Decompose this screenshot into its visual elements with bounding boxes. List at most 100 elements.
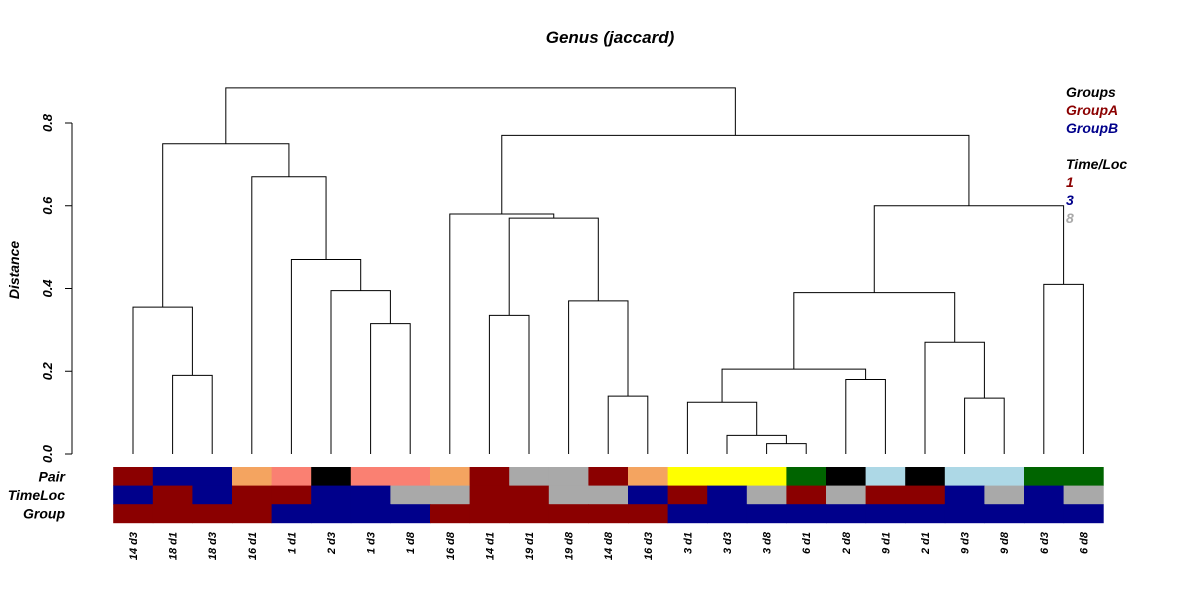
color-bar-cell xyxy=(865,485,906,505)
color-bar-cell xyxy=(232,485,273,505)
y-tick-label: 0.6 xyxy=(40,196,55,215)
color-bar-cell xyxy=(944,504,985,524)
legend-item: 3 xyxy=(1066,192,1074,208)
dendrogram-branch xyxy=(508,217,599,316)
dendrogram-branch xyxy=(162,143,290,308)
leaf-label: 14 d8 xyxy=(603,531,615,560)
chart-title: Genus (jaccard) xyxy=(546,28,675,47)
color-bar-cell xyxy=(588,504,629,524)
color-bar-cell xyxy=(984,467,1025,486)
leaf-label: 18 d1 xyxy=(168,532,180,560)
color-bar-cell xyxy=(430,467,471,486)
color-bar-cell xyxy=(350,485,391,505)
color-bar-cell xyxy=(430,504,471,524)
color-bar-cell xyxy=(588,485,629,505)
dendrogram-branch xyxy=(793,292,956,370)
color-bar-cell xyxy=(152,504,193,524)
leaf-label: 18 d3 xyxy=(207,532,219,560)
color-bar-cell xyxy=(390,485,431,505)
color-bar-cell xyxy=(1063,467,1104,486)
leaf-label: 1 d8 xyxy=(405,531,417,554)
color-bar-cell xyxy=(905,504,946,524)
dendrogram-branch xyxy=(370,323,411,454)
y-tick-label: 0.4 xyxy=(40,279,55,298)
y-tick-label: 0.2 xyxy=(40,361,55,380)
dendrogram-branch xyxy=(726,434,787,454)
dendrogram-branch xyxy=(766,443,807,454)
leaf-label: 3 d1 xyxy=(682,532,694,554)
dendrogram-branch xyxy=(873,205,1065,293)
color-bar-cell xyxy=(390,504,431,524)
color-bars: Pair TimeLoc Group xyxy=(8,467,1104,524)
dendrogram-branch xyxy=(172,374,213,454)
dendrogram-branch xyxy=(1043,283,1084,454)
leaf-label: 9 d3 xyxy=(960,532,972,554)
leaf-label: 19 d1 xyxy=(524,532,536,560)
color-bar-cell xyxy=(311,504,352,524)
dendrogram-branch xyxy=(845,379,886,454)
color-bar-cell xyxy=(271,485,312,505)
color-bar-cell xyxy=(311,467,352,486)
color-bar-cell xyxy=(1024,485,1065,505)
leaf-label: 9 d1 xyxy=(880,532,892,554)
color-bar-cell xyxy=(469,485,510,505)
color-bar-cell xyxy=(430,485,471,505)
color-bar-cell xyxy=(707,485,748,505)
leaf-label: 3 d8 xyxy=(762,531,774,554)
dendrogram-branch xyxy=(449,213,555,454)
leaf-labels: 14 d3 18 d1 18 d3 16 d1 1 d1 2 d3 1 d3 1 d8 16 d… xyxy=(128,531,1090,560)
color-bar-cell xyxy=(113,467,154,486)
color-bar-cell xyxy=(786,485,827,505)
color-bar-cell xyxy=(232,504,273,524)
color-bar-cell xyxy=(865,467,906,486)
leaf-label: 2 d3 xyxy=(326,532,338,555)
color-bar-cell xyxy=(588,467,629,486)
color-bar-cell xyxy=(826,467,867,486)
leaf-label: 2 d1 xyxy=(920,532,932,555)
color-bar-cell xyxy=(350,467,391,486)
color-bar-cell xyxy=(905,467,946,486)
legend-title: Time/Loc xyxy=(1066,156,1127,172)
dendrogram-branch xyxy=(686,401,758,454)
color-bar-cell xyxy=(469,504,510,524)
color-bar-cell xyxy=(667,485,708,505)
color-bar-cell xyxy=(905,485,946,505)
color-bar-cell xyxy=(984,504,1025,524)
color-bar-cell xyxy=(152,485,193,505)
leaf-label: 14 d1 xyxy=(484,532,496,560)
dendrogram-branch xyxy=(290,259,362,454)
color-bar-cell xyxy=(786,467,827,486)
color-bar-cell xyxy=(271,467,312,486)
dendrogram-branch xyxy=(330,290,391,454)
color-bar-cell xyxy=(826,504,867,524)
dendrogram-branch xyxy=(501,134,970,215)
color-bar-label: Group xyxy=(23,506,65,522)
leaf-label: 16 d3 xyxy=(643,532,655,560)
legend: Groups GroupA GroupB Time/Loc 1 3 8 xyxy=(1066,84,1127,226)
color-bar-cell xyxy=(390,467,431,486)
leaf-label: 6 d1 xyxy=(801,532,813,554)
legend-item: 1 xyxy=(1066,174,1074,190)
color-bar-cell xyxy=(707,467,748,486)
color-bar-cell xyxy=(746,485,787,505)
leaf-label: 2 d8 xyxy=(841,531,853,555)
color-bar-cell xyxy=(509,504,550,524)
y-tick-label: 0.8 xyxy=(40,113,55,132)
color-bar-cell xyxy=(509,485,550,505)
dendrogram-branch xyxy=(132,306,193,454)
color-bar-cell xyxy=(548,467,589,486)
leaf-label: 6 d3 xyxy=(1039,532,1051,554)
leaf-label: 1 d3 xyxy=(366,532,378,554)
color-bar-cell xyxy=(1063,504,1104,524)
color-bar-cell xyxy=(152,467,193,486)
leaf-label: 16 d1 xyxy=(247,532,259,560)
color-bar-cell xyxy=(548,504,589,524)
color-bar-cell xyxy=(192,485,233,505)
color-bar-cell xyxy=(786,504,827,524)
dendrogram-branch xyxy=(964,397,1005,454)
color-bar-label: TimeLoc xyxy=(8,487,66,503)
color-bar-cell xyxy=(667,504,708,524)
color-bar-cell xyxy=(192,467,233,486)
color-bar-cell xyxy=(1024,467,1065,486)
dendrogram-branch xyxy=(568,300,629,454)
